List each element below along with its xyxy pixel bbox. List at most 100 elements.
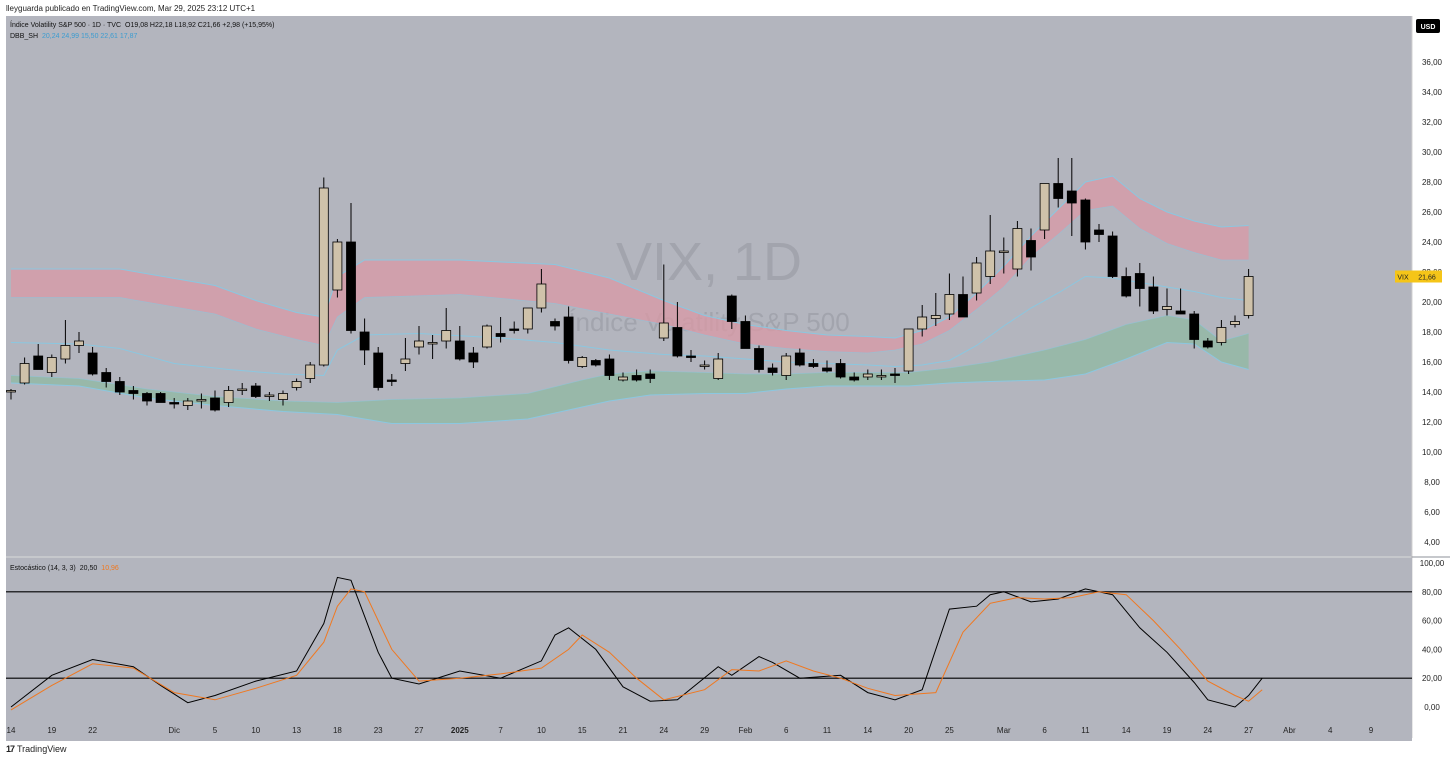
candle-body <box>1216 327 1227 343</box>
time-tick-label: 14 <box>863 726 872 735</box>
price-tick-label: 26,00 <box>1422 208 1443 217</box>
time-tick-label: 13 <box>292 726 301 735</box>
candle <box>210 390 220 412</box>
candle-body <box>1026 240 1036 258</box>
candle <box>6 389 16 400</box>
candle <box>917 305 928 337</box>
candle-body <box>917 316 928 330</box>
candle <box>550 318 560 331</box>
candle <box>658 264 669 341</box>
candle <box>1026 228 1036 271</box>
price-tick-label: 32,00 <box>1422 118 1443 127</box>
price-tick-label: 18,00 <box>1422 328 1443 337</box>
candle-body <box>604 358 615 376</box>
lower-band-inner-line <box>10 315 1249 403</box>
candle <box>767 363 778 376</box>
candle <box>468 347 479 368</box>
candle <box>332 239 343 298</box>
time-tick-label: 14 <box>1122 726 1131 735</box>
candle <box>495 317 506 343</box>
candle <box>522 307 533 334</box>
candle-body <box>985 250 996 277</box>
candle <box>835 359 846 379</box>
candle-body <box>87 352 98 375</box>
candle-body <box>658 322 669 339</box>
candle <box>1148 276 1159 314</box>
time-tick-label: 23 <box>374 726 383 735</box>
candle <box>1012 221 1023 277</box>
time-tick-label: 6 <box>1042 726 1047 735</box>
candle-body <box>699 364 710 367</box>
candle-body <box>250 385 261 397</box>
candle-body <box>128 390 139 394</box>
price-tick-label: 28,00 <box>1422 178 1443 187</box>
time-axis[interactable]: 14 19 22 Dic 5 10 13 18 23 27 2025 7 10 15 21 24 29 Feb 6 1… <box>7 726 1374 735</box>
candle-body <box>346 241 356 331</box>
candle-body <box>332 241 343 291</box>
candle-body <box>305 364 316 379</box>
price-tick-label: 4,00 <box>1424 538 1440 547</box>
stochastic-pane[interactable] <box>6 558 1412 738</box>
stoch-tick-label: 40,00 <box>1422 645 1443 654</box>
candle <box>427 335 438 359</box>
candle <box>386 374 397 386</box>
time-tick-label: 19 <box>1163 726 1172 735</box>
candle <box>808 359 819 368</box>
candle-body <box>46 357 57 373</box>
last-price-label: VIX 21,66 <box>1395 270 1442 283</box>
candle <box>1121 267 1132 298</box>
price-label-value: 21,66 <box>1418 275 1436 282</box>
candle-body <box>482 325 492 348</box>
tradingview-logo-icon: 17 <box>6 744 15 754</box>
candle-body <box>930 315 941 319</box>
candle-body <box>386 379 397 382</box>
time-tick-label: 29 <box>700 726 709 735</box>
candle-body <box>1175 310 1186 315</box>
ohlc-values: O19,08 H22,18 L18,92 C21,66 +2,98 (+15,9… <box>125 22 274 29</box>
candle-body <box>577 357 588 367</box>
candle <box>33 344 44 370</box>
candle <box>114 377 125 395</box>
candle <box>142 392 152 406</box>
candle <box>19 357 30 385</box>
candles <box>6 158 1254 412</box>
candle-body <box>1243 276 1254 316</box>
candle-body <box>1148 286 1159 312</box>
candle-body <box>726 295 737 322</box>
candle <box>604 354 615 380</box>
candle-body <box>822 367 832 372</box>
price-tick-label: 12,00 <box>1422 418 1443 427</box>
currency-button[interactable]: USD <box>1416 19 1440 33</box>
candle-body <box>427 342 438 345</box>
time-tick-label: Mar <box>997 726 1011 735</box>
candle-body <box>19 363 30 384</box>
candle-body <box>890 373 900 376</box>
candle <box>862 369 873 380</box>
candle <box>577 356 588 368</box>
candle-body <box>6 390 16 393</box>
candle <box>849 372 860 382</box>
candle-body <box>169 402 180 405</box>
candle-body <box>631 375 642 381</box>
price-axis[interactable] <box>1412 16 1450 556</box>
candle-body <box>713 358 724 379</box>
candle <box>291 378 302 391</box>
time-tick-label: 18 <box>333 726 342 735</box>
time-tick-label: 27 <box>1244 726 1253 735</box>
candle <box>1134 263 1145 307</box>
candle-body <box>590 360 601 366</box>
candle-body <box>1202 340 1213 348</box>
candle <box>264 392 275 401</box>
candle <box>958 276 968 318</box>
candle <box>346 203 356 334</box>
time-tick-label: 27 <box>415 726 424 735</box>
indicator-legend: DBB_SH 20,24 24,99 15,50 22,61 17,87 <box>10 33 137 40</box>
stoch-legend: Estocástico (14, 3, 3) 20,50 10,96 <box>10 565 119 572</box>
candle-body <box>645 373 656 379</box>
price-tick-label: 8,00 <box>1424 478 1440 487</box>
candle <box>46 354 57 377</box>
candle <box>359 318 370 365</box>
price-pane[interactable] <box>6 16 1412 556</box>
stoch-tick-label: 20,00 <box>1422 674 1443 683</box>
